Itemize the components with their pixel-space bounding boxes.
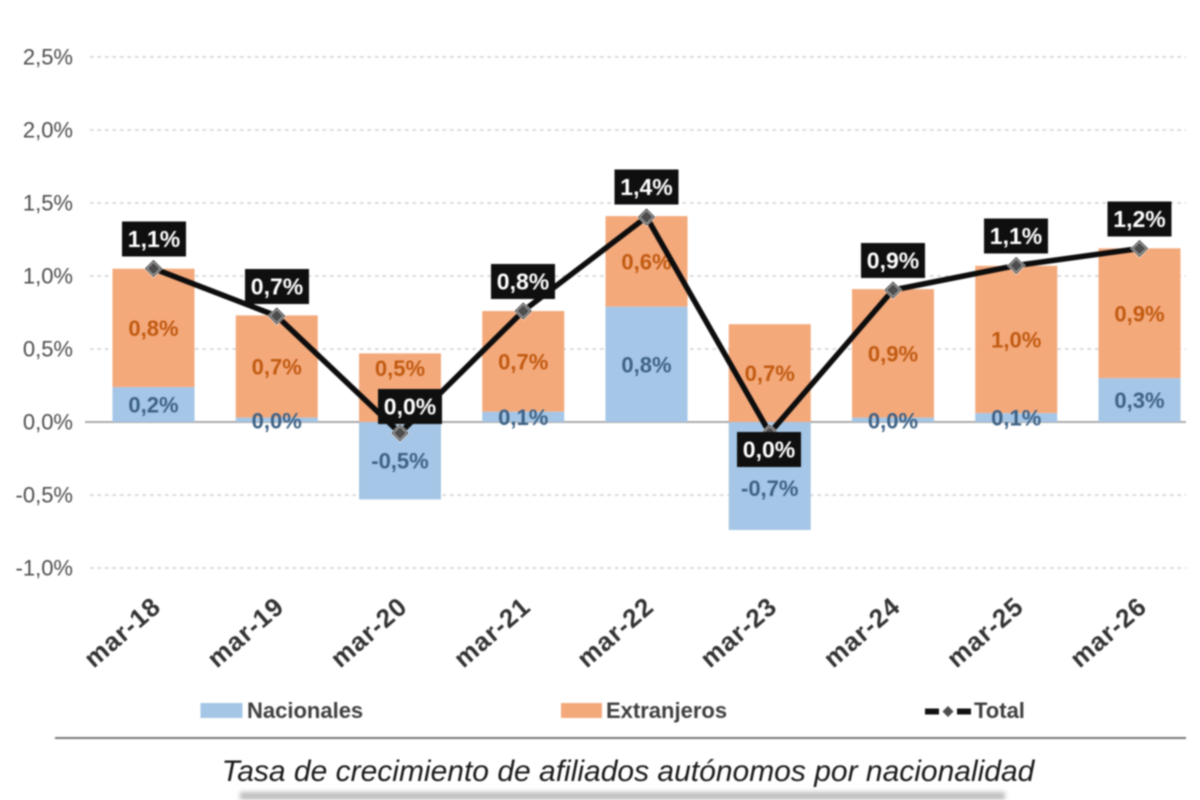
svg-text:1,1%: 1,1% [128,226,180,252]
svg-text:1,4%: 1,4% [620,174,672,200]
svg-text:0,0%: 0,0% [23,410,73,435]
svg-text:0,7%: 0,7% [745,361,795,386]
svg-text:0,8%: 0,8% [497,269,549,295]
svg-text:-0,5%: -0,5% [16,483,73,508]
svg-text:1,0%: 1,0% [991,328,1041,353]
svg-text:0,5%: 0,5% [375,356,425,381]
svg-text:0,1%: 0,1% [498,405,548,430]
svg-text:1,5%: 1,5% [23,191,73,216]
svg-text:0,9%: 0,9% [867,248,919,274]
svg-text:2,0%: 2,0% [23,118,73,143]
svg-text:0,6%: 0,6% [621,249,671,274]
svg-text:Tasa de crecimiento de afiliad: Tasa de crecimiento de afiliados autónom… [222,755,1036,788]
svg-text:Extranjeros: Extranjeros [606,698,727,723]
svg-text:2,5%: 2,5% [23,45,73,70]
svg-text:0,9%: 0,9% [868,341,918,366]
svg-text:0,7%: 0,7% [498,349,548,374]
svg-text:Nacionales: Nacionales [247,698,363,723]
svg-text:0,0%: 0,0% [384,394,436,420]
svg-text:0,7%: 0,7% [252,355,302,380]
svg-text:Total: Total [974,698,1025,723]
svg-text:-0,7%: -0,7% [741,476,798,501]
svg-text:1,1%: 1,1% [990,223,1042,249]
svg-text:0,2%: 0,2% [128,393,178,418]
svg-text:0,9%: 0,9% [1114,301,1164,326]
svg-text:0,5%: 0,5% [23,337,73,362]
svg-text:-0,5%: -0,5% [371,449,428,474]
svg-text:0,0%: 0,0% [252,409,302,434]
svg-text:1,0%: 1,0% [23,264,73,289]
svg-text:0,3%: 0,3% [1114,388,1164,413]
svg-text:0,8%: 0,8% [621,352,671,377]
svg-text:0,0%: 0,0% [868,409,918,434]
svg-text:0,7%: 0,7% [251,274,303,300]
svg-text:0,0%: 0,0% [743,437,795,463]
svg-text:0,1%: 0,1% [991,406,1041,431]
svg-text:1,2%: 1,2% [1113,206,1165,232]
svg-text:-1,0%: -1,0% [16,556,73,581]
svg-text:0,8%: 0,8% [128,316,178,341]
